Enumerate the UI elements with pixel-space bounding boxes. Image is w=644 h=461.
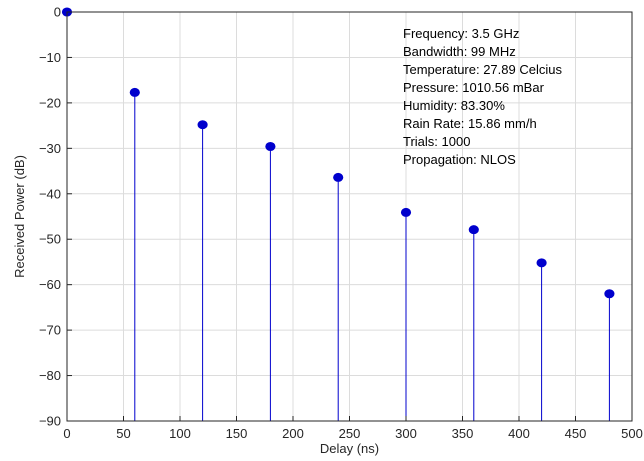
y-tick-label: −80 <box>39 368 61 383</box>
annotation-line: Propagation: NLOS <box>403 152 516 167</box>
y-tick-label: −70 <box>39 323 61 338</box>
stem-marker <box>604 289 615 299</box>
y-tick-label: −20 <box>39 95 61 110</box>
y-tick-label: 0 <box>54 5 61 20</box>
stem-marker <box>333 172 344 182</box>
x-tick-label: 0 <box>63 426 70 441</box>
y-tick-label: −90 <box>39 414 61 429</box>
x-tick-label: 250 <box>339 426 361 441</box>
x-tick-label: 450 <box>565 426 587 441</box>
annotation-line: Rain Rate: 15.86 mm/h <box>403 116 537 131</box>
annotation-block: Frequency: 3.5 GHz Bandwidth: 99 MHz Tempe… <box>403 26 562 167</box>
annotation-line: Humidity: 83.30% <box>403 98 505 113</box>
x-tick-label: 350 <box>452 426 474 441</box>
x-tick-label: 100 <box>169 426 191 441</box>
stem-marker <box>468 225 479 235</box>
stem-marker <box>265 142 276 152</box>
y-tick-label: −10 <box>39 50 61 65</box>
y-tick-label: −40 <box>39 186 61 201</box>
x-tick-label: 300 <box>395 426 417 441</box>
annotation-line: Trials: 1000 <box>403 134 470 149</box>
annotation-line: Pressure: 1010.56 mBar <box>403 80 545 95</box>
annotation-line: Bandwidth: 99 MHz <box>403 44 516 59</box>
x-tick-label: 50 <box>116 426 130 441</box>
y-tick-label: −30 <box>39 141 61 156</box>
stem-marker <box>197 120 208 130</box>
stem-marker <box>536 258 547 268</box>
stem-marker <box>129 87 140 97</box>
y-tick-label: −60 <box>39 277 61 292</box>
annotation-line: Temperature: 27.89 Celcius <box>403 62 562 77</box>
x-tick-label: 200 <box>282 426 304 441</box>
annotation-line: Frequency: 3.5 GHz <box>403 26 519 41</box>
y-tick-label: −50 <box>39 232 61 247</box>
y-axis-label: Received Power (dB) <box>12 155 27 278</box>
x-tick-label: 400 <box>508 426 530 441</box>
stem-marker <box>400 207 412 217</box>
x-tick-label: 500 <box>621 426 643 441</box>
axis-ticks: 0 50 100 150 200 250 300 350 400 450 500 0 −10 −20 −30… <box>39 5 643 442</box>
x-axis-label: Delay (ns) <box>320 441 379 456</box>
x-tick-label: 150 <box>226 426 248 441</box>
